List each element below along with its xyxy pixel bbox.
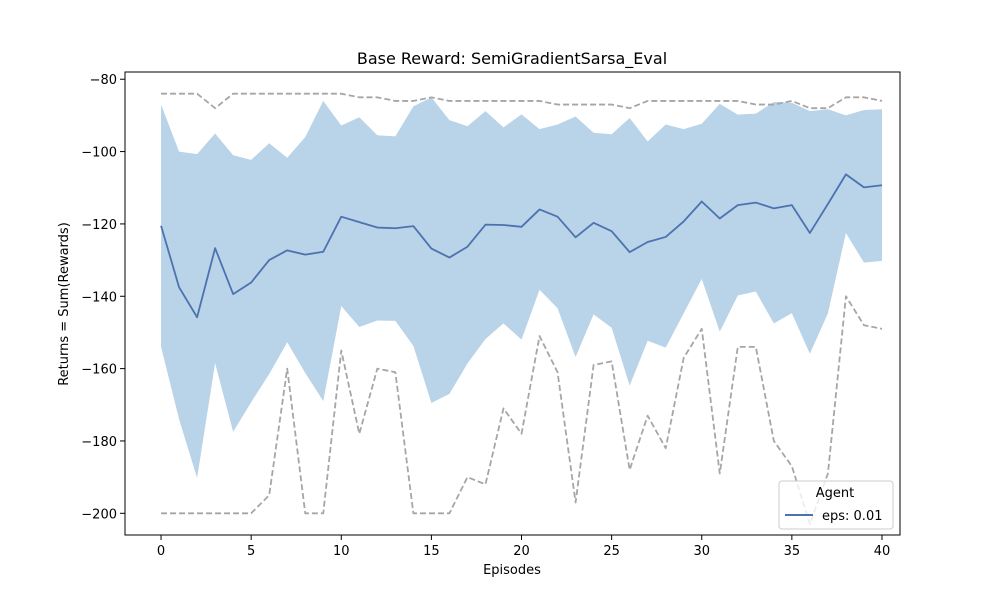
chart-title: Base Reward: SemiGradientSarsa_Eval <box>357 49 667 69</box>
plot-area <box>160 92 883 526</box>
x-tick-label: 5 <box>247 544 255 559</box>
y-tick-label: −200 <box>81 507 117 522</box>
x-tick-label: 20 <box>513 544 530 559</box>
min-line <box>161 295 883 526</box>
legend: Agent eps: 0.01 <box>778 480 894 530</box>
y-axis: −200 −180 −160 −140 −120 −100 −80 <box>81 73 125 522</box>
std-band <box>161 97 882 478</box>
x-tick-label: 30 <box>693 544 710 559</box>
x-tick-label: 35 <box>784 544 801 559</box>
y-tick-label: −140 <box>81 290 117 305</box>
mean-line <box>160 173 883 319</box>
y-tick-label: −120 <box>81 218 117 233</box>
max-line <box>161 92 883 110</box>
legend-title: Agent <box>816 486 854 501</box>
x-tick-label: 25 <box>603 544 620 559</box>
legend-box <box>778 480 894 530</box>
x-tick-label: 15 <box>423 544 440 559</box>
x-axis-label: Episodes <box>483 563 541 578</box>
plot-frame <box>124 71 901 536</box>
y-tick-label: −100 <box>81 146 117 161</box>
y-tick-label: −180 <box>81 435 117 450</box>
y-tick-label: −160 <box>81 363 117 378</box>
x-tick-label: 10 <box>333 544 350 559</box>
y-tick-label: −80 <box>90 73 117 88</box>
x-tick-label: 40 <box>874 544 891 559</box>
y-axis-label: Returns = Sum(Rewards) <box>57 222 72 386</box>
legend-entry-label: eps: 0.01 <box>822 509 882 524</box>
x-tick-label: 0 <box>157 544 165 559</box>
x-axis: 0 5 10 15 20 25 30 35 40 <box>157 535 890 559</box>
